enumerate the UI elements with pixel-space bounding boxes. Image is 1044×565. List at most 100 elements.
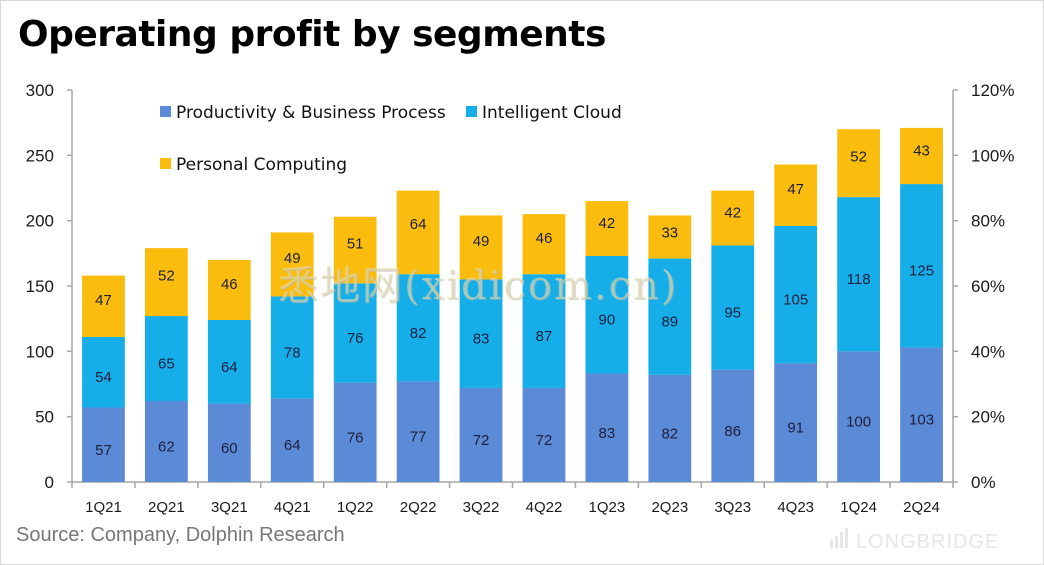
data-label-personal: 52	[158, 267, 175, 284]
x-tick-label: 4Q21	[274, 499, 311, 516]
bar-segment-personal	[900, 127, 943, 185]
data-label-personal: 47	[95, 292, 112, 309]
x-tick-label: 4Q23	[777, 499, 814, 516]
data-label-productivity: 86	[724, 423, 741, 440]
y-tick-label-right: 60%	[971, 277, 1005, 296]
data-label-cloud: 118	[847, 271, 871, 288]
data-label-personal: 49	[284, 250, 301, 267]
bar-segment-cloud	[522, 274, 566, 388]
bar-segment-cloud	[459, 279, 503, 388]
bar-segment-productivity	[900, 347, 943, 482]
data-label-cloud: 82	[410, 325, 427, 342]
bar-segment-productivity	[837, 351, 881, 482]
y-tick-label-right: 120%	[971, 81, 1014, 100]
y-tick-label-left: 0	[45, 473, 54, 492]
legend-label-personal: Personal Computing	[176, 155, 347, 175]
data-labels: 57 62 60 64 76 77 72 72 83 82 86 91 100 103 54 65 64 78 76…	[95, 142, 934, 458]
legend: Productivity & Business Process Intellige…	[160, 103, 622, 175]
bar-segment-cloud	[396, 274, 440, 382]
bar-segment-personal	[774, 164, 818, 226]
brand-name: LONGBRIDGE	[856, 531, 1000, 553]
y-tick-label-left: 250	[26, 146, 54, 165]
bar-segment-cloud	[207, 319, 251, 404]
x-tick-label: 1Q23	[589, 499, 626, 516]
data-label-personal: 46	[221, 276, 238, 293]
data-label-cloud: 87	[536, 328, 553, 345]
bar-segment-productivity	[648, 374, 692, 482]
y-tick-label-right: 100%	[971, 146, 1014, 165]
x-tick-label: 3Q21	[211, 499, 248, 516]
data-label-productivity: 91	[787, 420, 804, 437]
x-tick-label: 2Q21	[148, 499, 185, 516]
data-label-cloud: 54	[95, 369, 112, 386]
bar-segment-productivity	[396, 381, 440, 482]
bar-segment-productivity	[711, 369, 755, 482]
x-tick-label: 1Q21	[85, 499, 122, 516]
data-label-productivity: 103	[909, 412, 934, 429]
x-tick-label: 2Q24	[903, 499, 940, 516]
data-label-personal: 64	[410, 216, 427, 233]
data-label-productivity: 64	[284, 437, 301, 454]
data-label-personal: 47	[787, 181, 804, 198]
bar-segment-personal	[648, 215, 692, 259]
data-label-personal: 42	[599, 215, 616, 232]
bar-segment-productivity	[774, 363, 818, 482]
bar-segment-cloud	[585, 255, 629, 374]
data-label-cloud: 125	[909, 263, 934, 280]
data-label-cloud: 89	[661, 314, 678, 331]
data-label-productivity: 57	[95, 442, 112, 459]
bar-segment-personal	[396, 190, 440, 275]
data-label-cloud: 65	[158, 356, 175, 373]
data-label-personal: 52	[850, 148, 867, 165]
data-label-productivity: 72	[536, 432, 553, 449]
legend-swatch-personal	[160, 158, 171, 169]
brand-logo: LONGBRIDGE	[830, 528, 999, 554]
bar-segment-personal	[711, 190, 755, 246]
data-label-productivity: 82	[661, 425, 678, 442]
data-label-cloud: 76	[347, 330, 364, 347]
data-label-cloud: 64	[221, 359, 238, 376]
x-tick-label: 3Q22	[463, 499, 500, 516]
data-label-cloud: 105	[783, 291, 808, 308]
x-tick-label: 1Q24	[840, 499, 877, 516]
bar-segment-personal	[585, 201, 629, 256]
data-label-productivity: 62	[158, 438, 175, 455]
bar-segment-productivity	[207, 403, 251, 482]
y-tick-label-left: 300	[26, 81, 54, 100]
data-label-personal: 43	[913, 142, 930, 159]
data-label-personal: 33	[661, 225, 678, 242]
bar-segment-personal	[837, 129, 881, 198]
data-label-cloud: 83	[473, 331, 490, 348]
bar-segment-productivity	[82, 407, 125, 482]
y-tick-label-left: 50	[35, 408, 54, 427]
x-tick-label: 2Q22	[400, 499, 437, 516]
chart-title: Operating profit by segments	[18, 14, 606, 55]
x-tick-label: 2Q23	[651, 499, 688, 516]
x-tick-label: 4Q22	[526, 499, 563, 516]
bar-segment-cloud	[270, 296, 314, 399]
data-label-personal: 51	[347, 235, 364, 252]
brand-bars-icon	[830, 528, 850, 554]
bar-segment-personal	[459, 215, 503, 280]
y-tick-label-right: 20%	[971, 408, 1005, 427]
data-label-personal: 42	[724, 205, 741, 222]
legend-swatch-productivity	[160, 106, 171, 117]
bar-segment-personal	[82, 275, 125, 337]
bar-segment-productivity	[270, 398, 314, 482]
bars	[82, 127, 943, 482]
data-label-personal: 46	[536, 230, 553, 247]
bar-segment-personal	[333, 216, 377, 284]
y-tick-label-left: 200	[26, 212, 54, 231]
data-label-personal: 49	[473, 233, 490, 250]
data-label-productivity: 60	[221, 440, 238, 457]
bar-segment-cloud	[144, 316, 188, 401]
bar-segment-personal	[522, 214, 566, 275]
bar-segment-cloud	[648, 258, 692, 375]
bar-segment-productivity	[522, 387, 566, 482]
bar-segment-productivity	[333, 382, 377, 482]
y-tick-label-left: 150	[26, 277, 54, 296]
bar-segment-cloud	[82, 336, 125, 408]
bar-segment-productivity	[585, 373, 629, 482]
data-label-cloud: 90	[599, 312, 616, 329]
